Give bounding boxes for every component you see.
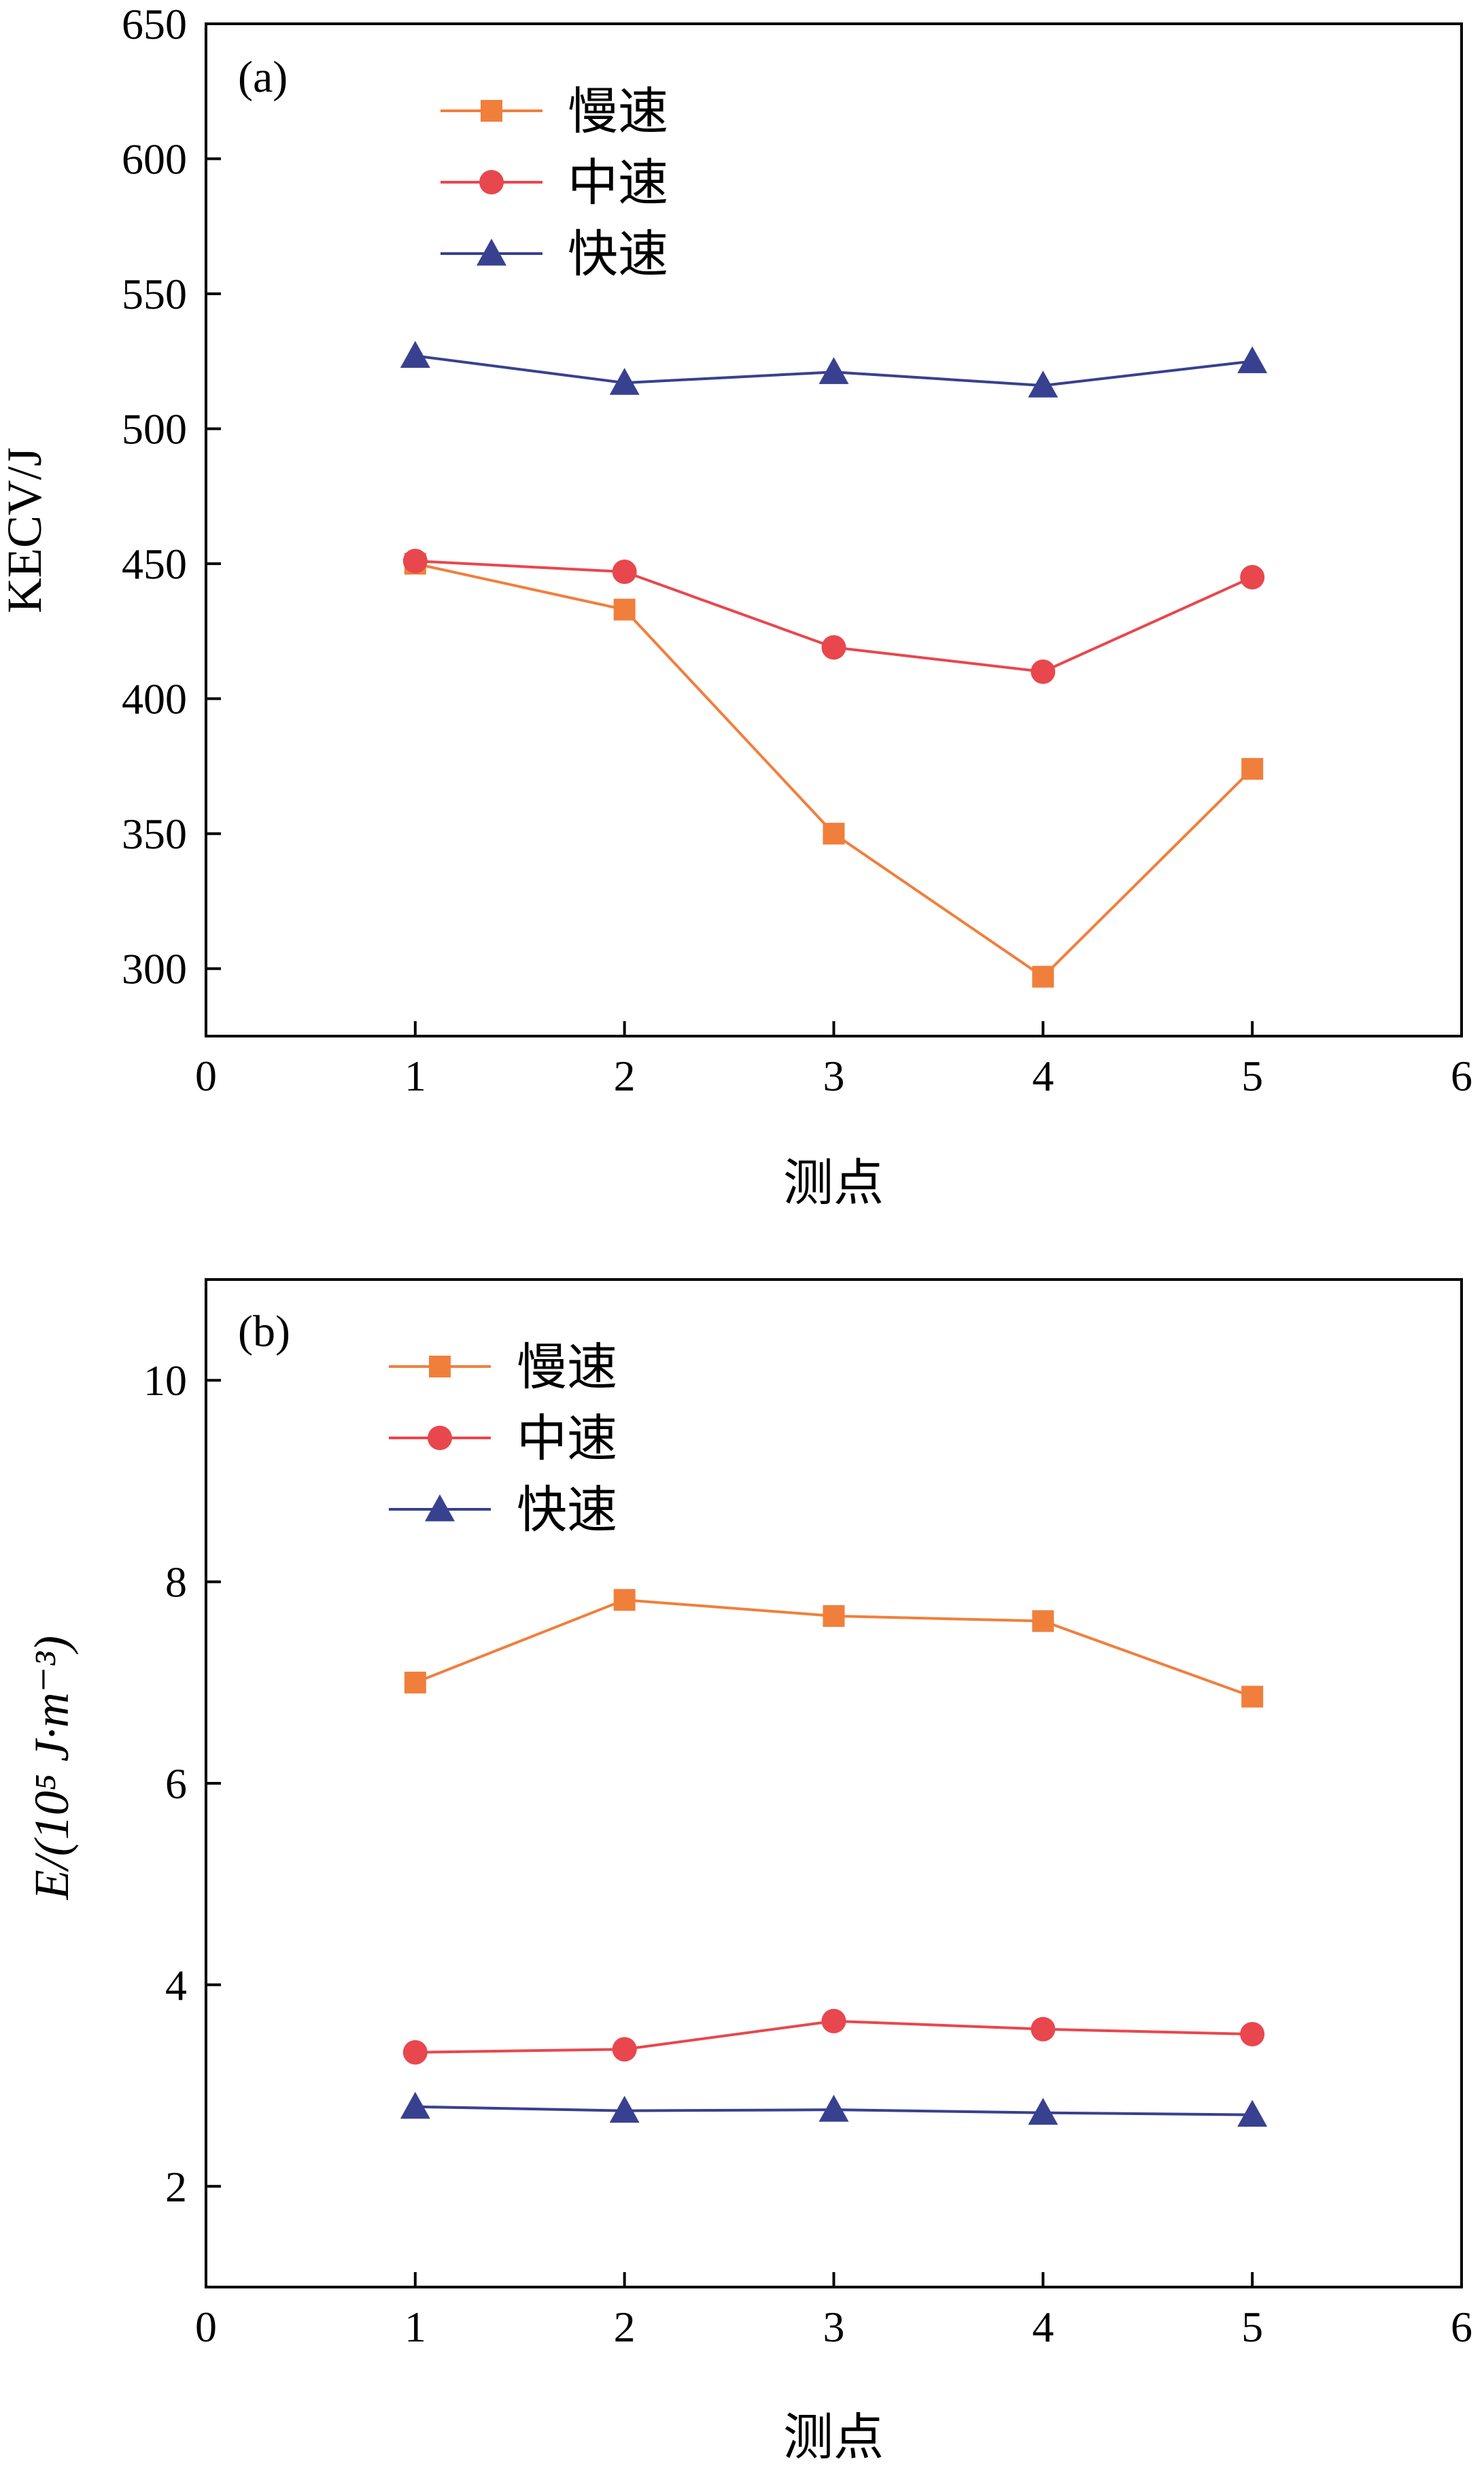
series-square <box>404 553 1264 988</box>
data-point <box>1032 1610 1054 1632</box>
x-tick-label: 5 <box>1241 1052 1263 1100</box>
data-point <box>402 549 428 574</box>
series-square <box>404 1589 1264 1708</box>
y-tick-label: 300 <box>122 945 187 993</box>
panel-label: (a) <box>238 52 288 102</box>
x-tick-label: 1 <box>404 2303 426 2351</box>
legend-label: 慢速 <box>517 1338 617 1396</box>
data-point <box>612 560 637 585</box>
data-point <box>1237 2099 1268 2127</box>
data-point <box>1237 346 1268 373</box>
x-tick-label: 3 <box>823 2303 845 2351</box>
data-point <box>400 341 430 368</box>
legend-marker <box>425 1494 455 1522</box>
data-point <box>1240 2022 1265 2047</box>
series-triangle <box>400 2091 1268 2127</box>
x-tick-label: 2 <box>614 2303 636 2351</box>
data-point <box>823 1604 845 1627</box>
legend-marker <box>429 1356 451 1377</box>
series-line <box>415 562 1254 979</box>
legend-entry: 中速 <box>389 1409 617 1468</box>
series-circle <box>402 549 1265 684</box>
data-point <box>821 2008 846 2033</box>
legend-label: 快速 <box>568 225 668 284</box>
y-tick-label: 2 <box>165 2163 187 2211</box>
legend-label: 快速 <box>517 1481 617 1539</box>
y-axis-title: KECV/J <box>0 447 52 613</box>
y-tick-label: 500 <box>122 405 187 453</box>
data-point <box>1028 371 1058 398</box>
series-triangle <box>400 341 1268 398</box>
data-point <box>1032 965 1054 988</box>
x-tick-label: 6 <box>1451 2303 1472 2351</box>
data-point <box>1031 659 1056 684</box>
data-point <box>404 1671 426 1694</box>
series-circle <box>402 2008 1265 2065</box>
x-tick-label: 4 <box>1032 2303 1054 2351</box>
y-axis-title: E/(10⁵ J·m⁻³) <box>24 1636 79 1901</box>
x-tick-label: 5 <box>1241 2303 1263 2351</box>
legend-marker <box>479 170 504 194</box>
data-point <box>609 368 640 395</box>
y-tick-label: 10 <box>143 1356 187 1405</box>
x-tick-label: 2 <box>614 1052 636 1100</box>
y-tick-label: 550 <box>122 270 187 318</box>
legend-label: 慢速 <box>568 82 668 141</box>
data-point <box>1028 2097 1058 2125</box>
panel-label: (b) <box>238 1307 290 1356</box>
data-point <box>613 1589 636 1611</box>
x-tick-label: 1 <box>404 1052 426 1100</box>
x-tick-label: 4 <box>1032 1052 1054 1100</box>
data-point <box>823 823 845 845</box>
legend-label: 中速 <box>568 154 668 212</box>
data-point <box>818 2095 849 2122</box>
panel-a: 0 1 2 3 4 5 6 300 350 400 450 500 550 600 650 (a) 测点 KECV… <box>0 0 1472 1212</box>
y-tick-label: 450 <box>122 540 187 588</box>
legend-label: 中速 <box>517 1409 617 1468</box>
y-tick-label: 400 <box>122 675 187 723</box>
legend-marker <box>477 239 506 266</box>
data-point <box>818 357 849 384</box>
y-tick-label: 600 <box>122 135 187 184</box>
plot-frame <box>205 22 1463 1037</box>
legend-entry: 慢速 <box>441 82 668 141</box>
data-point <box>400 2091 430 2119</box>
y-tick-label: 6 <box>165 1759 187 1808</box>
legend-entry: 中速 <box>441 154 668 212</box>
x-tick-label: 0 <box>195 2303 217 2351</box>
data-point <box>609 2095 640 2123</box>
x-axis-title: 测点 <box>783 1154 884 1212</box>
y-tick-label: 4 <box>165 1961 187 2009</box>
legend-marker <box>481 100 502 122</box>
plot-frame <box>205 1278 1463 2288</box>
data-point <box>1241 757 1264 780</box>
legend-marker <box>428 1426 452 1450</box>
data-point <box>402 2040 428 2065</box>
x-axis-title: 测点 <box>783 2408 884 2467</box>
data-point <box>821 635 846 660</box>
x-tick-label: 3 <box>823 1052 845 1100</box>
data-point <box>612 2037 637 2062</box>
data-point <box>1240 564 1265 589</box>
y-tick-label: 650 <box>122 0 187 48</box>
data-point <box>613 598 636 621</box>
data-point <box>1241 1685 1264 1708</box>
x-tick-label: 0 <box>195 1052 217 1100</box>
y-tick-label: 350 <box>122 810 187 858</box>
legend-entry: 慢速 <box>389 1338 617 1396</box>
data-point <box>1031 2016 1056 2042</box>
legend-entry: 快速 <box>389 1481 617 1539</box>
legend-entry: 快速 <box>441 225 668 284</box>
y-tick-label: 8 <box>165 1558 187 1607</box>
x-tick-label: 6 <box>1451 1052 1472 1100</box>
